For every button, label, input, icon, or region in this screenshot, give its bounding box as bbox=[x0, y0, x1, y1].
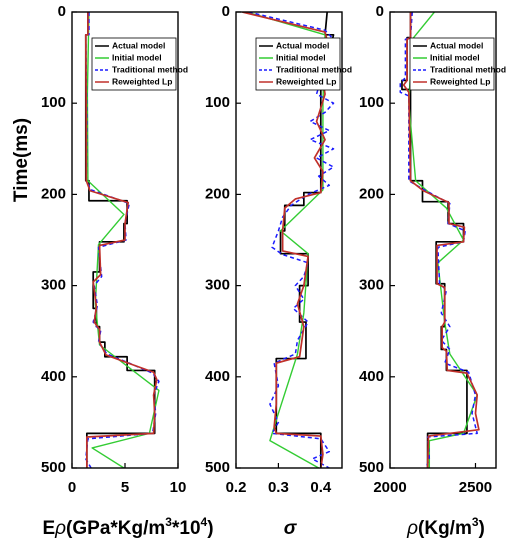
x-tick-label: 0.2 bbox=[226, 479, 247, 496]
x-axis-title-e-rho: Eρ(GPa*Kg/m3*104) bbox=[42, 515, 213, 539]
y-tick-label: 200 bbox=[41, 185, 66, 202]
x-tick-label: 0 bbox=[68, 479, 76, 496]
panel-e-rho-lines bbox=[84, 12, 160, 468]
panel-sigma-ticks: 0 100 200 300 400 500 0.2 0.3 0.4 bbox=[205, 3, 332, 496]
y-tick-label: 500 bbox=[359, 459, 384, 476]
y-tick-label: 300 bbox=[205, 277, 230, 294]
panel-sigma-frame bbox=[235, 11, 343, 469]
y-tick-label: 100 bbox=[41, 94, 66, 111]
panel-rho-lines bbox=[399, 12, 480, 468]
y-tick-label: 500 bbox=[41, 459, 66, 476]
legend-label: Actual model bbox=[276, 40, 329, 50]
x-tick-label: 0.3 bbox=[268, 479, 289, 496]
legend-label: Initial model bbox=[430, 52, 480, 62]
panel-rho-legend: Actual model Initial model Traditional met… bbox=[409, 37, 506, 91]
series-reweighted-lp-sigma bbox=[242, 12, 331, 468]
panel-e-rho-legend: Actual model Initial model Traditional met… bbox=[91, 37, 188, 91]
y-tick-label: 200 bbox=[205, 185, 230, 202]
legend-label: Initial model bbox=[276, 52, 326, 62]
y-tick-label: 0 bbox=[376, 3, 384, 20]
legend-label: Traditional method bbox=[430, 64, 506, 74]
y-tick-label: 400 bbox=[359, 368, 384, 385]
x-tick-label: 2500 bbox=[459, 479, 492, 496]
legend-label: Reweighted Lp bbox=[276, 76, 336, 86]
series-reweighted-lp-e-rho bbox=[84, 12, 158, 468]
series-reweighted-lp-rho bbox=[402, 12, 480, 468]
x-tick-label: 0.4 bbox=[310, 479, 332, 496]
legend-label: Traditional method bbox=[276, 64, 352, 74]
x-tick-label: 10 bbox=[170, 479, 187, 496]
y-tick-label: 400 bbox=[41, 368, 66, 385]
y-tick-label: 0 bbox=[58, 3, 66, 20]
panel-rho-ticks: 0 100 200 300 400 500 2000 2500 bbox=[359, 3, 492, 496]
legend-label: Actual model bbox=[112, 40, 165, 50]
series-actual-model-e-rho bbox=[84, 12, 156, 468]
y-tick-label: 100 bbox=[205, 94, 230, 111]
series-traditional-method-sigma bbox=[248, 12, 339, 468]
y-tick-label: 400 bbox=[205, 368, 230, 385]
series-traditional-method-rho bbox=[399, 12, 478, 468]
panel-rho-frame bbox=[389, 11, 497, 469]
legend-label: Traditional method bbox=[112, 64, 188, 74]
x-axis-title-rho: ρ(Kg/m3) bbox=[406, 515, 485, 539]
y-axis-title: Time(ms) bbox=[11, 118, 32, 202]
panel-sigma: 0 100 200 300 400 500 0.2 0.3 0.4 Actual model In… bbox=[205, 3, 352, 539]
y-tick-label: 500 bbox=[205, 459, 230, 476]
x-tick-label: 2000 bbox=[373, 479, 406, 496]
y-tick-label: 200 bbox=[359, 185, 384, 202]
legend-label: Actual model bbox=[430, 40, 483, 50]
y-tick-label: 100 bbox=[359, 94, 384, 111]
y-tick-label: 300 bbox=[41, 277, 66, 294]
panel-rho: 0 100 200 300 400 500 2000 2500 Actual model Ini… bbox=[359, 3, 506, 539]
x-axis-title-sigma: σ bbox=[284, 518, 298, 539]
legend-label: Reweighted Lp bbox=[430, 76, 490, 86]
legend-label: Initial model bbox=[112, 52, 162, 62]
x-tick-label: 5 bbox=[121, 479, 129, 496]
panel-sigma-legend: Actual model Initial model Traditional met… bbox=[255, 37, 352, 91]
y-tick-label: 0 bbox=[222, 3, 230, 20]
y-tick-label: 300 bbox=[359, 277, 384, 294]
legend-label: Reweighted Lp bbox=[112, 76, 172, 86]
